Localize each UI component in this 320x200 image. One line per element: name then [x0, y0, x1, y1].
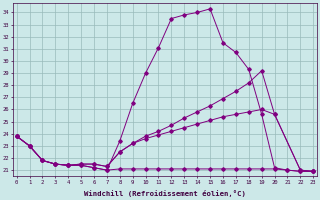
X-axis label: Windchill (Refroidissement éolien,°C): Windchill (Refroidissement éolien,°C): [84, 190, 246, 197]
